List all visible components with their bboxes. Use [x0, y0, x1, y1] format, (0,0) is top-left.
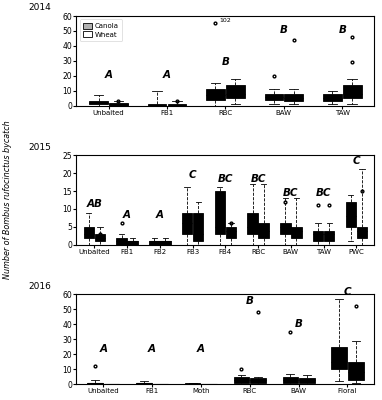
- PathPatch shape: [193, 212, 204, 241]
- Text: A: A: [105, 70, 113, 80]
- PathPatch shape: [343, 85, 361, 98]
- Text: BC: BC: [316, 188, 331, 198]
- PathPatch shape: [148, 104, 167, 106]
- PathPatch shape: [299, 378, 315, 382]
- PathPatch shape: [324, 230, 334, 241]
- Text: A: A: [197, 344, 205, 354]
- PathPatch shape: [348, 362, 364, 380]
- PathPatch shape: [323, 94, 342, 101]
- PathPatch shape: [283, 376, 298, 382]
- PathPatch shape: [259, 223, 269, 238]
- PathPatch shape: [185, 382, 201, 384]
- Text: BC: BC: [283, 188, 299, 198]
- PathPatch shape: [84, 227, 94, 238]
- PathPatch shape: [284, 94, 303, 101]
- Text: B: B: [280, 26, 288, 36]
- Text: A: A: [123, 210, 131, 220]
- PathPatch shape: [280, 223, 291, 234]
- Text: BC: BC: [218, 174, 233, 184]
- Text: AB: AB: [86, 199, 102, 209]
- PathPatch shape: [149, 241, 160, 245]
- Text: 2015: 2015: [29, 142, 52, 152]
- PathPatch shape: [346, 202, 356, 227]
- PathPatch shape: [95, 234, 105, 241]
- PathPatch shape: [291, 227, 302, 238]
- Text: B: B: [222, 57, 229, 67]
- PathPatch shape: [160, 241, 171, 245]
- PathPatch shape: [331, 347, 347, 369]
- PathPatch shape: [136, 382, 152, 384]
- PathPatch shape: [89, 101, 108, 104]
- PathPatch shape: [215, 191, 225, 234]
- PathPatch shape: [357, 227, 367, 238]
- PathPatch shape: [168, 104, 186, 106]
- Text: 2014: 2014: [29, 4, 52, 12]
- Text: B: B: [338, 26, 346, 36]
- PathPatch shape: [234, 376, 249, 382]
- Legend: Canola, Wheat: Canola, Wheat: [80, 20, 122, 41]
- PathPatch shape: [313, 230, 323, 241]
- Text: B: B: [246, 296, 254, 306]
- Text: A: A: [148, 344, 156, 354]
- Text: A: A: [99, 344, 107, 354]
- PathPatch shape: [182, 212, 192, 234]
- PathPatch shape: [264, 94, 283, 100]
- PathPatch shape: [87, 382, 103, 384]
- PathPatch shape: [206, 89, 225, 100]
- PathPatch shape: [247, 212, 258, 234]
- Text: 102: 102: [219, 18, 231, 23]
- PathPatch shape: [128, 241, 138, 245]
- Text: B: B: [295, 319, 303, 329]
- Text: C: C: [353, 156, 360, 166]
- PathPatch shape: [250, 378, 266, 382]
- Text: Number of Bombus rufocinctus bycatch: Number of Bombus rufocinctus bycatch: [3, 121, 12, 279]
- PathPatch shape: [117, 238, 127, 245]
- Text: A: A: [156, 210, 164, 220]
- Text: C: C: [344, 287, 351, 297]
- Text: BC: BC: [250, 174, 266, 184]
- PathPatch shape: [226, 227, 236, 238]
- PathPatch shape: [109, 103, 128, 106]
- Text: C: C: [189, 170, 196, 180]
- Text: 2016: 2016: [29, 282, 52, 291]
- Text: A: A: [163, 70, 171, 80]
- PathPatch shape: [226, 85, 244, 98]
